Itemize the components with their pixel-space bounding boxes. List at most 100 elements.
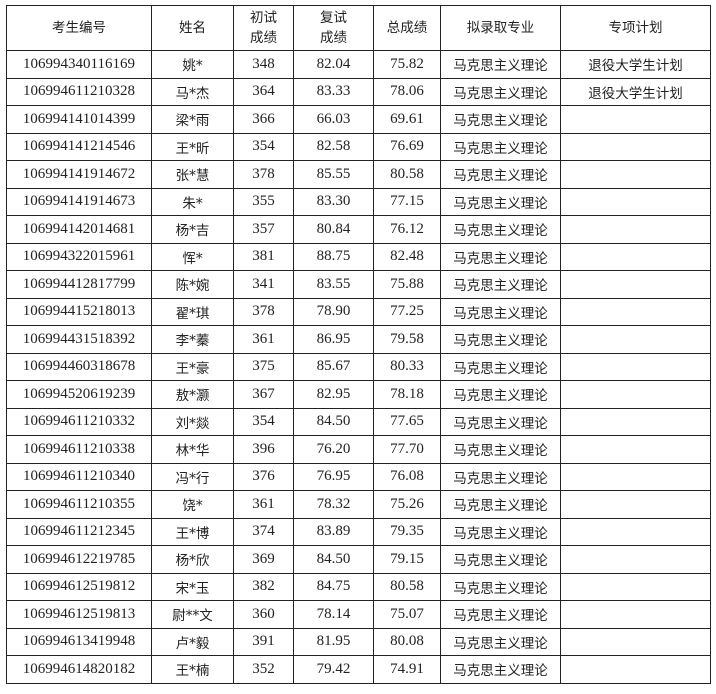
table-row: 106994142014681 杨*吉 357 80.84 76.12 马克思主义理论 [6,215,711,244]
cell-initial-score: 361 [233,325,294,354]
cell-retest-score: 85.55 [293,160,374,189]
cell-total-score: 79.15 [373,545,441,574]
cell-total-score: 79.58 [373,325,441,354]
cell-retest-score: 78.90 [293,297,374,326]
cell-candidate-id: 106994141214546 [6,132,152,161]
cell-name: 杨*欣 [151,545,234,574]
cell-initial-score: 378 [233,297,294,326]
cell-total-score: 75.26 [373,490,441,519]
cell-name: 恽* [151,242,234,271]
cell-retest-score: 83.89 [293,517,374,546]
header-retest-score: 复试 成绩 [293,5,374,51]
cell-major: 马克思主义理论 [440,517,561,546]
cell-retest-score: 66.03 [293,105,374,134]
cell-candidate-id: 106994612219785 [6,545,152,574]
cell-retest-score: 78.14 [293,600,374,629]
cell-major: 马克思主义理论 [440,270,561,299]
cell-major: 马克思主义理论 [440,627,561,656]
cell-name: 张*慧 [151,160,234,189]
cell-candidate-id: 106994611210328 [6,77,152,106]
table-row: 106994322015961 恽* 381 88.75 82.48 马克思主义理论 [6,242,711,271]
cell-special-plan [560,380,711,409]
cell-major: 马克思主义理论 [440,600,561,629]
cell-total-score: 77.25 [373,297,441,326]
cell-name: 朱* [151,187,234,216]
cell-retest-score: 86.95 [293,325,374,354]
cell-name: 梁*雨 [151,105,234,134]
cell-initial-score: 374 [233,517,294,546]
cell-major: 马克思主义理论 [440,215,561,244]
cell-retest-score: 83.55 [293,270,374,299]
cell-name: 姚* [151,50,234,79]
cell-initial-score: 375 [233,352,294,381]
cell-name: 王*博 [151,517,234,546]
cell-major: 马克思主义理论 [440,242,561,271]
table-row: 106994340116169 姚* 348 82.04 75.82 马克思主义理论 退役大… [6,50,711,79]
cell-initial-score: 354 [233,407,294,436]
cell-total-score: 78.18 [373,380,441,409]
cell-candidate-id: 106994612519812 [6,572,152,601]
cell-name: 冯*行 [151,462,234,491]
cell-special-plan [560,462,711,491]
cell-name: 王*昕 [151,132,234,161]
cell-candidate-id: 106994412817799 [6,270,152,299]
cell-candidate-id: 106994613419948 [6,627,152,656]
table-row: 106994611210340 冯*行 376 76.95 76.08 马克思主义理论 [6,462,711,491]
cell-total-score: 80.08 [373,627,441,656]
header-special-plan: 专项计划 [560,5,711,51]
cell-initial-score: 341 [233,270,294,299]
cell-special-plan [560,407,711,436]
cell-total-score: 80.58 [373,572,441,601]
cell-name: 卢*毅 [151,627,234,656]
cell-initial-score: 369 [233,545,294,574]
table-row: 106994520619239 敖*灏 367 82.95 78.18 马克思主义理论 [6,380,711,409]
cell-retest-score: 88.75 [293,242,374,271]
table-row: 106994614820182 王*楠 352 79.42 74.91 马克思主义理论 [6,655,711,684]
cell-initial-score: 381 [233,242,294,271]
cell-candidate-id: 106994520619239 [6,380,152,409]
cell-special-plan [560,270,711,299]
cell-special-plan [560,490,711,519]
cell-special-plan: 退役大学生计划 [560,77,711,106]
cell-initial-score: 348 [233,50,294,79]
table-row: 106994611210328 马*杰 364 83.33 78.06 马克思主义理论 退役… [6,77,711,106]
cell-major: 马克思主义理论 [440,462,561,491]
cell-candidate-id: 106994415218013 [6,297,152,326]
cell-retest-score: 76.95 [293,462,374,491]
cell-total-score: 75.82 [373,50,441,79]
cell-retest-score: 79.42 [293,655,374,684]
cell-retest-score: 84.50 [293,407,374,436]
cell-name: 陈*婉 [151,270,234,299]
cell-special-plan [560,297,711,326]
cell-candidate-id: 106994431518392 [6,325,152,354]
cell-retest-score: 85.67 [293,352,374,381]
cell-name: 敖*灏 [151,380,234,409]
cell-major: 马克思主义理论 [440,572,561,601]
cell-major: 马克思主义理论 [440,297,561,326]
cell-total-score: 78.06 [373,77,441,106]
cell-special-plan [560,435,711,464]
cell-major: 马克思主义理论 [440,325,561,354]
cell-initial-score: 352 [233,655,294,684]
cell-initial-score: 396 [233,435,294,464]
cell-special-plan [560,132,711,161]
cell-retest-score: 84.50 [293,545,374,574]
cell-special-plan [560,655,711,684]
cell-total-score: 77.65 [373,407,441,436]
table-row: 106994460318678 王*豪 375 85.67 80.33 马克思主义理论 [6,352,711,381]
cell-total-score: 76.69 [373,132,441,161]
cell-candidate-id: 106994611210338 [6,435,152,464]
cell-name: 王*豪 [151,352,234,381]
header-row: 考生编号 姓名 初试 成绩 复试 成绩 总成绩 拟录取专业 专项计划 [6,5,711,51]
cell-major: 马克思主义理论 [440,545,561,574]
table-row: 106994415218013 翟*琪 378 78.90 77.25 马克思主义理论 [6,297,711,326]
cell-retest-score: 83.33 [293,77,374,106]
cell-total-score: 77.70 [373,435,441,464]
cell-total-score: 76.12 [373,215,441,244]
table-row: 106994141014399 梁*雨 366 66.03 69.61 马克思主义理论 [6,105,711,134]
header-name: 姓名 [151,5,234,51]
cell-initial-score: 382 [233,572,294,601]
cell-initial-score: 366 [233,105,294,134]
table-row: 106994141214546 王*昕 354 82.58 76.69 马克思主义理论 [6,132,711,161]
cell-retest-score: 83.30 [293,187,374,216]
